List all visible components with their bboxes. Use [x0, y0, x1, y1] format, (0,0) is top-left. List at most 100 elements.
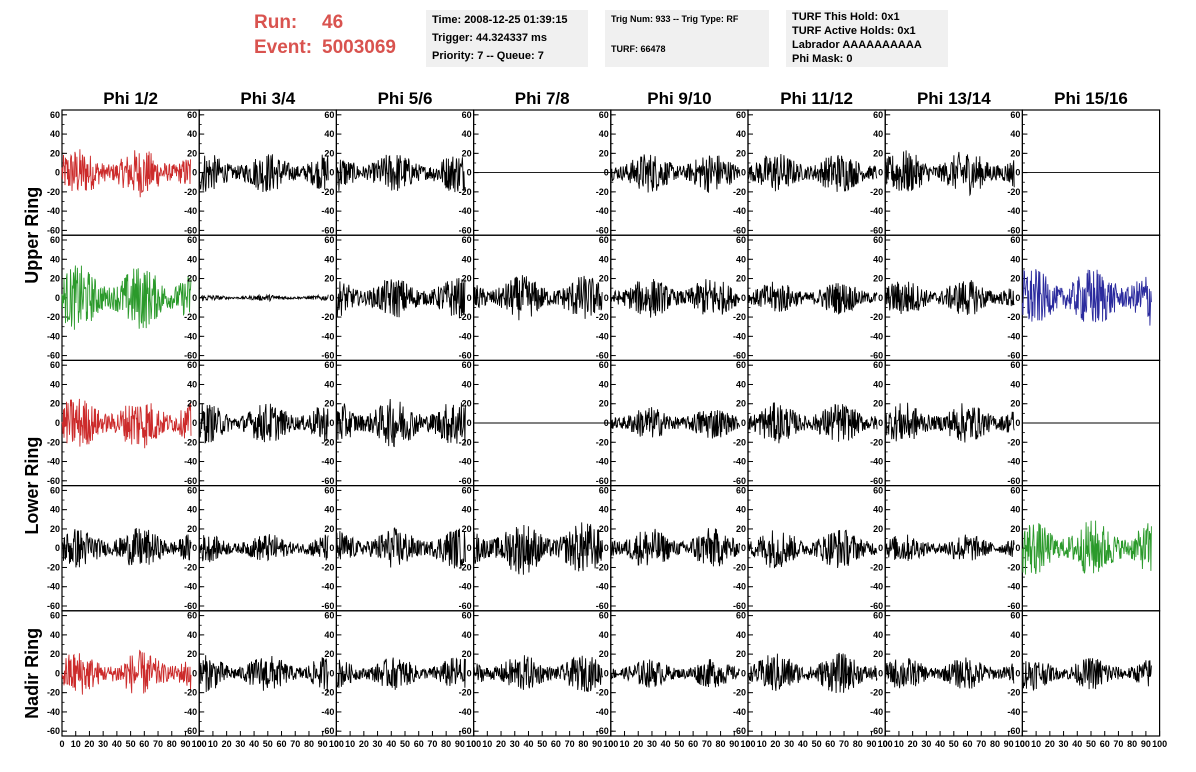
- y-tick-label: 40: [873, 379, 883, 389]
- waveform-trace: [335, 277, 466, 319]
- y-tick-label: 40: [1010, 254, 1020, 264]
- x-tick-label: 70: [427, 739, 437, 749]
- y-tick-label: -60: [733, 476, 746, 486]
- x-tick-label: 80: [990, 739, 1000, 749]
- x-tick-label: 40: [249, 739, 259, 749]
- x-tick-label: 80: [716, 739, 726, 749]
- y-tick-label: 60: [599, 611, 609, 621]
- y-tick-label: 20: [324, 649, 334, 659]
- y-tick-label: 20: [462, 524, 472, 534]
- x-tick-label: 10: [482, 739, 492, 749]
- y-tick-label: 40: [736, 254, 746, 264]
- y-tick-label: -60: [184, 225, 197, 235]
- x-tick-label: 20: [222, 739, 232, 749]
- y-tick-label: -40: [1007, 206, 1020, 216]
- x-tick-label: 60: [1100, 739, 1110, 749]
- y-tick-label: 40: [324, 379, 334, 389]
- y-tick-label: -40: [733, 206, 746, 216]
- x-tick-label: 10: [71, 739, 81, 749]
- trig-num-line: Trig Num: 933 -- Trig Type: RF: [611, 14, 739, 24]
- x-tick-label: 50: [400, 739, 410, 749]
- y-tick-label: -60: [733, 351, 746, 361]
- waveform-trace: [473, 275, 603, 321]
- waveform-trace: [884, 657, 1015, 689]
- y-tick-label: 0: [604, 543, 609, 553]
- y-tick-label: 20: [873, 148, 883, 158]
- y-tick-label: -60: [1007, 476, 1020, 486]
- y-tick-label: -40: [596, 457, 609, 467]
- y-tick-label: 0: [55, 293, 60, 303]
- x-tick-label: 10: [345, 739, 355, 749]
- y-tick-label: -20: [1007, 437, 1020, 447]
- waveform-trace: [747, 153, 878, 192]
- y-tick-label: -60: [870, 726, 883, 736]
- y-tick-label: 60: [873, 360, 883, 370]
- y-tick-label: -60: [733, 601, 746, 611]
- y-tick-label: -20: [47, 562, 60, 572]
- y-tick-label: 0: [741, 543, 746, 553]
- y-tick-label: -60: [596, 726, 609, 736]
- y-tick-label: 60: [736, 110, 746, 120]
- x-tick-label: 70: [290, 739, 300, 749]
- y-tick-label: 0: [878, 668, 883, 678]
- y-tick-label: 40: [187, 254, 197, 264]
- y-tick-label: -60: [184, 726, 197, 736]
- y-tick-label: -60: [870, 601, 883, 611]
- y-tick-label: -20: [733, 688, 746, 698]
- y-tick-label: 60: [736, 360, 746, 370]
- x-tick-label: 70: [153, 739, 163, 749]
- y-tick-label: 60: [1010, 611, 1020, 621]
- x-tick-label: 30: [647, 739, 657, 749]
- y-tick-label: 0: [878, 168, 883, 178]
- y-tick-label: -40: [1007, 582, 1020, 592]
- x-tick-label: 40: [112, 739, 122, 749]
- priority-line: Priority: 7 -- Queue: 7: [432, 50, 544, 62]
- y-tick-label: -20: [459, 437, 472, 447]
- x-tick-label: 10: [1031, 739, 1041, 749]
- waveform-trace: [747, 402, 878, 444]
- y-tick-label: -20: [596, 312, 609, 322]
- y-tick-label: 20: [1010, 274, 1020, 284]
- trigger-info-box: Trig Num: 933 -- Trig Type: RF TURF: 664…: [605, 10, 769, 67]
- x-tick-label: 50: [812, 739, 822, 749]
- y-tick-label: -60: [184, 601, 197, 611]
- y-tick-label: 0: [604, 668, 609, 678]
- phi-mask-line: Phi Mask: 0: [792, 53, 853, 65]
- y-tick-label: -20: [870, 562, 883, 572]
- x-tick-label: 100: [329, 739, 344, 749]
- x-tick-label: 10: [620, 739, 630, 749]
- x-tick-label: 80: [578, 739, 588, 749]
- y-tick-label: -40: [733, 331, 746, 341]
- y-tick-label: 0: [467, 668, 472, 678]
- x-tick-label: 90: [1004, 739, 1014, 749]
- y-tick-label: 40: [462, 505, 472, 515]
- y-tick-label: -60: [870, 476, 883, 486]
- x-tick-label: 30: [784, 739, 794, 749]
- y-tick-label: -40: [1007, 707, 1020, 717]
- y-tick-label: 40: [599, 630, 609, 640]
- y-tick-label: 40: [187, 505, 197, 515]
- y-tick-label: 20: [324, 274, 334, 284]
- y-tick-label: 20: [599, 148, 609, 158]
- y-tick-label: -60: [596, 601, 609, 611]
- x-tick-label: 100: [1015, 739, 1030, 749]
- y-tick-label: 0: [741, 668, 746, 678]
- column-title-1: Phi 1/2: [103, 89, 158, 108]
- x-tick-label: 30: [921, 739, 931, 749]
- y-tick-label: 0: [1015, 668, 1020, 678]
- y-tick-label: 40: [462, 630, 472, 640]
- row-title-2: Lower Ring: [22, 437, 42, 535]
- y-tick-label: 0: [878, 293, 883, 303]
- x-tick-label: 30: [510, 739, 520, 749]
- y-tick-label: 60: [50, 611, 60, 621]
- y-tick-label: 0: [192, 168, 197, 178]
- y-tick-label: -40: [1007, 457, 1020, 467]
- y-tick-label: 40: [873, 630, 883, 640]
- y-tick-label: -20: [321, 562, 334, 572]
- y-tick-label: 40: [50, 505, 60, 515]
- x-tick-label: 0: [197, 739, 202, 749]
- y-tick-label: -40: [733, 457, 746, 467]
- y-tick-label: 60: [324, 485, 334, 495]
- y-tick-label: 0: [192, 543, 197, 553]
- y-tick-label: 60: [873, 110, 883, 120]
